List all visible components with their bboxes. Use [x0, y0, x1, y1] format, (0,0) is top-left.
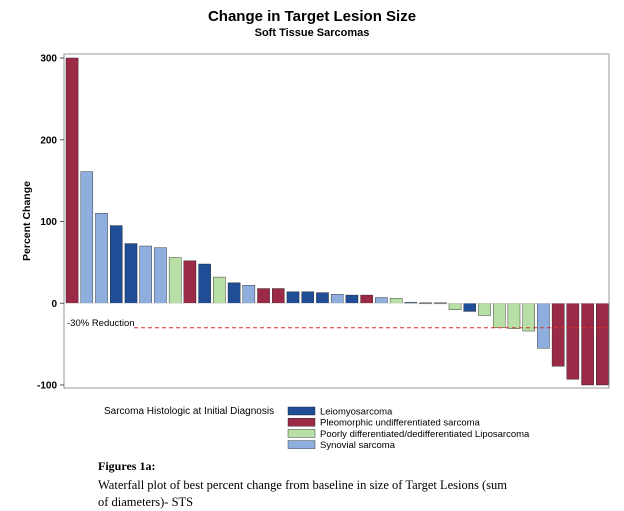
y-axis: 300 200 100 0 -100: [37, 54, 64, 392]
bar: [463, 303, 477, 312]
reference-line-group: -30% Reduction: [67, 318, 607, 329]
bar: [139, 245, 152, 304]
caption-title: Figures 1a:: [98, 459, 156, 473]
y-tick-label: 300: [40, 54, 57, 65]
bar: [537, 303, 550, 349]
y-tick-label: -100: [37, 381, 57, 392]
bar: [168, 257, 182, 304]
bar: [566, 303, 580, 380]
legend-swatch: [287, 440, 316, 449]
caption-text: Waterfall plot of best percent change fr…: [98, 478, 507, 509]
bar: [375, 297, 388, 304]
bar: [596, 303, 609, 386]
chart-subtitle: Soft Tissue Sarcomas: [255, 27, 370, 39]
bar: [551, 303, 565, 367]
bar: [389, 298, 403, 304]
bar: [154, 247, 167, 304]
bar: [213, 276, 226, 304]
bar: [257, 288, 270, 304]
bar: [95, 213, 108, 304]
bar: [330, 294, 344, 304]
legend: Sarcoma Histologic at Initial Diagnosis L…: [104, 406, 530, 451]
chart-title: Change in Target Lesion Size: [208, 8, 416, 25]
bar: [80, 171, 94, 304]
bar: [345, 294, 359, 304]
legend-swatch: [287, 429, 316, 438]
bar: [316, 292, 329, 304]
bar: [242, 285, 256, 304]
bar: [507, 303, 521, 329]
legend-swatch: [287, 418, 316, 427]
bar: [448, 303, 462, 310]
bar: [492, 303, 506, 328]
y-tick-label: 200: [40, 135, 57, 146]
y-axis-label: Percent Change: [21, 181, 33, 261]
bar: [65, 57, 79, 304]
bar: [109, 225, 123, 304]
y-tick-label: 100: [40, 217, 57, 228]
bar: [360, 294, 373, 304]
bar: [198, 263, 211, 304]
waterfall-chart: Change in Target Lesion Size Soft Tissue…: [21, 8, 610, 451]
bar: [272, 288, 285, 304]
plot-frame: [63, 53, 610, 389]
legend-label: Synovial sarcoma: [320, 440, 396, 451]
reference-line-label: -30% Reduction: [67, 318, 135, 329]
bar: [227, 282, 241, 304]
figure-caption: Figures 1a: Waterfall plot of best perce…: [98, 459, 518, 511]
legend-title: Sarcoma Histologic at Initial Diagnosis: [104, 406, 274, 417]
bar: [124, 243, 138, 304]
bar: [286, 291, 300, 304]
bar: [522, 303, 535, 332]
legend-swatch: [287, 406, 316, 416]
bar: [183, 260, 197, 304]
bars-group: [64, 57, 609, 386]
bar: [581, 303, 594, 386]
y-tick-label: 0: [51, 299, 57, 310]
bar: [478, 303, 491, 316]
legend-label: Poorly differentiated/dedifferentiated L…: [320, 429, 530, 440]
bar: [301, 291, 315, 304]
legend-label: Pleomorphic undifferentiated sarcoma: [320, 418, 481, 429]
legend-label: Leiomyosarcoma: [320, 407, 393, 418]
